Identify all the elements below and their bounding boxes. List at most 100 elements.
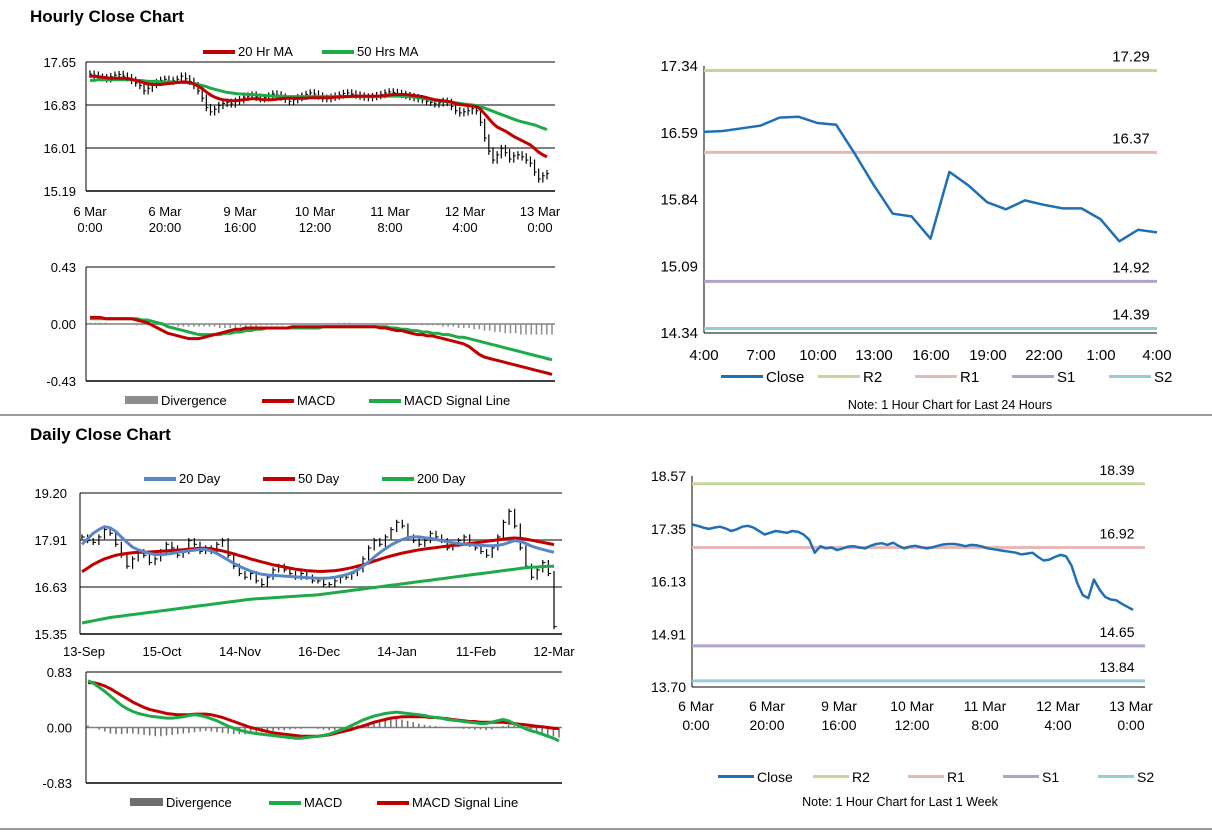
daily-legend-50day-swatch	[263, 477, 295, 481]
daily-levels-level-r2-label: 18.39	[1099, 462, 1134, 478]
hourly-levels-ytick: 15.84	[660, 192, 698, 209]
hourly-price-xtick-date: 9 Mar	[223, 204, 257, 219]
hourly-levels-ytick: 14.34	[660, 325, 698, 342]
section-divider	[0, 414, 1212, 416]
hourly-macd-line	[90, 315, 553, 376]
hourly-price-ytick: 16.01	[43, 141, 76, 156]
hourly-legend-macd-swatch	[262, 399, 294, 403]
hourly-price-xtick-time: 0:00	[77, 220, 102, 235]
hourly-price-ytick: 17.65	[43, 55, 76, 70]
daily-levels-xtick-date: 13 Mar	[1109, 698, 1153, 714]
hourly-section-title: Hourly Close Chart	[30, 7, 184, 26]
daily-section-title: Daily Close Chart	[30, 425, 171, 444]
hourly-levels-xtick: 19:00	[969, 347, 1007, 364]
hourly-legend-macd-signal-label: MACD Signal Line	[404, 393, 510, 408]
daily-levels-level-s2-label: 13.84	[1099, 659, 1134, 675]
hourly-levels-xtick: 16:00	[912, 347, 950, 364]
hourly-levels-level-r2-label: 17.29	[1112, 48, 1150, 65]
hourly-price-xtick-time: 8:00	[377, 220, 402, 235]
daily-levels-xtick-time: 20:00	[749, 717, 784, 733]
hourly-levels-legend-r2-label: R2	[863, 369, 882, 386]
daily-levels-close-line	[691, 523, 1134, 611]
hourly-levels-xtick: 10:00	[799, 347, 837, 364]
daily-legend-macd-label: MACD	[304, 795, 342, 810]
hourly-levels-xtick: 13:00	[855, 347, 893, 364]
hourly-levels-level-r1-label: 16.37	[1112, 130, 1150, 147]
hourly-levels-xtick: 4:00	[689, 347, 718, 364]
daily-macd-ytick: 0.83	[47, 665, 72, 680]
daily-levels-xtick-time: 16:00	[821, 717, 856, 733]
hourly-legend-20hr-ma-label: 20 Hr MA	[238, 44, 293, 59]
daily-legend-200day-swatch	[382, 477, 414, 481]
daily-levels-legend-s2-swatch	[1098, 775, 1134, 778]
hourly-price-xtick-time: 0:00	[527, 220, 552, 235]
hourly-levels-legend-r1-swatch	[915, 375, 957, 378]
daily-levels-xtick-time: 0:00	[682, 717, 709, 733]
daily-legend-macd-swatch	[269, 801, 301, 805]
daily-price-xtick: 14-Jan	[377, 644, 417, 659]
daily-legend-200day-label: 200 Day	[417, 471, 466, 486]
hourly-price-xtick-date: 10 Mar	[295, 204, 336, 219]
hourly-levels-ytick: 17.34	[660, 58, 698, 75]
hourly-legend-50hr-ma-swatch	[322, 50, 354, 54]
daily-levels-level-r1-label: 16.92	[1099, 525, 1134, 541]
hourly-price-xtick-date: 6 Mar	[73, 204, 107, 219]
hourly-legend-divergence-swatch	[125, 396, 158, 404]
hourly-levels-legend-s1-swatch	[1012, 375, 1054, 378]
daily-macd-line	[87, 679, 560, 743]
hourly-legend-50hr-ma-label: 50 Hrs MA	[357, 44, 419, 59]
daily-price-xtick: 16-Dec	[298, 644, 340, 659]
daily-levels-xtick-time: 12:00	[894, 717, 929, 733]
hourly-levels-legend-s2-label: S2	[1154, 369, 1172, 386]
daily-levels-xtick-time: 4:00	[1044, 717, 1071, 733]
hourly-levels-xtick: 1:00	[1086, 347, 1115, 364]
hourly-price-xtick-date: 6 Mar	[148, 204, 182, 219]
hourly-levels-legend-close-label: Close	[766, 369, 804, 386]
hourly-levels-xtick: 4:00	[1142, 347, 1171, 364]
daily-levels-ytick: 14.91	[651, 626, 686, 642]
daily-legend-divergence-swatch	[130, 798, 163, 806]
daily-50day-ma-line	[81, 536, 555, 573]
hourly-price-xtick-time: 4:00	[452, 220, 477, 235]
hourly-legend-20hr-ma-swatch	[203, 50, 235, 54]
hourly-levels-close-line	[703, 115, 1158, 243]
hourly-levels-level-s2-label: 14.39	[1112, 307, 1150, 324]
daily-legend-macd-signal-label: MACD Signal Line	[412, 795, 518, 810]
hourly-levels-xtick: 22:00	[1025, 347, 1063, 364]
hourly-levels-note: Note: 1 Hour Chart for Last 24 Hours	[847, 398, 1053, 412]
hourly-levels-legend-s1-label: S1	[1057, 369, 1075, 386]
hourly-levels-legend-close-swatch	[721, 375, 763, 378]
hourly-price-xtick-date: 11 Mar	[370, 204, 410, 219]
hourly-levels-ytick: 16.59	[660, 125, 698, 142]
daily-levels-ytick: 13.70	[651, 679, 686, 695]
hourly-legend-macd-signal-swatch	[369, 399, 401, 403]
daily-levels-xtick-date: 10 Mar	[890, 698, 934, 714]
daily-levels-xtick-date: 11 Mar	[964, 698, 1007, 714]
hourly-price-xtick-time: 12:00	[299, 220, 332, 235]
hourly-price-xtick-time: 16:00	[224, 220, 257, 235]
daily-price-ytick: 15.35	[34, 627, 67, 642]
daily-legend-divergence-label: Divergence	[166, 795, 232, 810]
daily-levels-xtick-time: 8:00	[971, 717, 998, 733]
bottom-divider	[0, 828, 1212, 830]
daily-levels-legend-r2-swatch	[813, 775, 849, 778]
hourly-levels-ytick: 15.09	[660, 258, 698, 275]
daily-levels-note: Note: 1 Hour Chart for Last 1 Week	[802, 795, 998, 809]
daily-levels-ytick: 18.57	[651, 468, 686, 484]
daily-levels-legend-s1-swatch	[1003, 775, 1039, 778]
hourly-levels-legend-s2-swatch	[1109, 375, 1151, 378]
daily-price-ytick: 19.20	[34, 486, 67, 501]
daily-levels-legend-close-swatch	[718, 775, 754, 778]
daily-levels-legend-s2-label: S2	[1137, 769, 1154, 785]
daily-legend-macd-signal-swatch	[377, 801, 409, 805]
hourly-legend-divergence-label: Divergence	[161, 393, 227, 408]
hourly-legend-macd-label: MACD	[297, 393, 335, 408]
daily-levels-ytick: 17.35	[651, 521, 686, 537]
daily-legend-50day-label: 50 Day	[298, 471, 340, 486]
hourly-price-ytick: 15.19	[43, 184, 76, 199]
daily-price-xtick: 13-Sep	[63, 644, 105, 659]
daily-levels-xtick-date: 12 Mar	[1036, 698, 1080, 714]
daily-legend-20day-label: 20 Day	[179, 471, 221, 486]
daily-levels-xtick-date: 9 Mar	[821, 698, 857, 714]
